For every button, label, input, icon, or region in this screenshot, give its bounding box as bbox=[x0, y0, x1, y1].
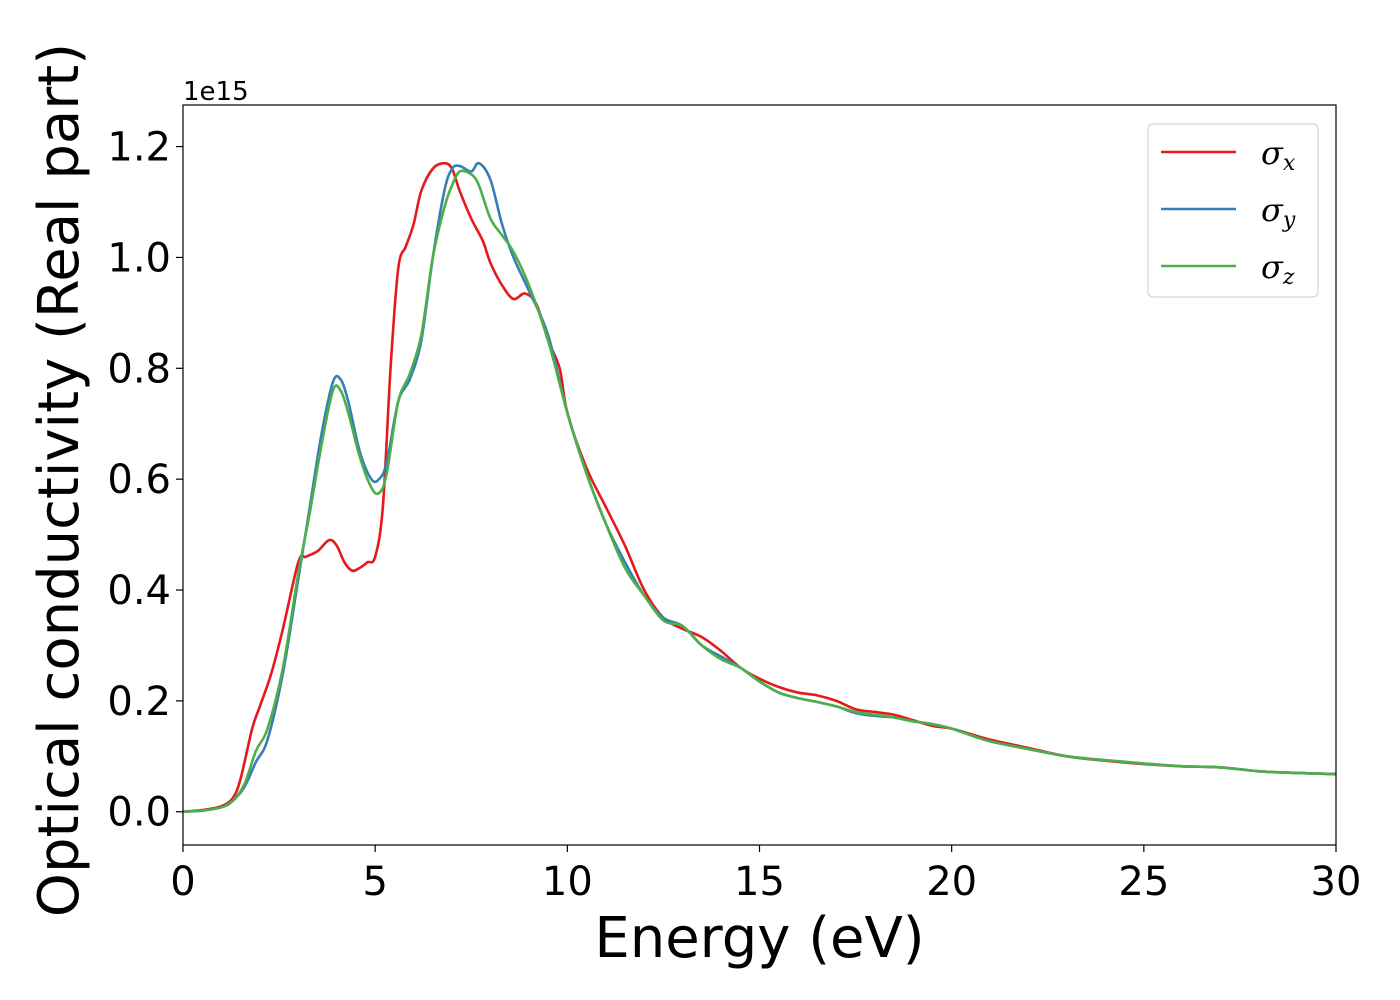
x-tick-label: 30 bbox=[1311, 859, 1362, 905]
x-axis-title: Energy (eV) bbox=[594, 906, 924, 971]
legend-label-z: σz bbox=[1261, 248, 1295, 290]
x-tick-label: 10 bbox=[542, 859, 593, 905]
y-tick-label: 0.4 bbox=[107, 568, 171, 614]
x-axis-ticks: 0 5 10 15 20 25 30 bbox=[170, 845, 1361, 905]
legend-label-x: σx bbox=[1261, 134, 1296, 176]
legend-label-y: σy bbox=[1261, 191, 1296, 233]
x-tick-label: 15 bbox=[734, 859, 785, 905]
plot-area bbox=[183, 161, 1336, 814]
series-line-z bbox=[183, 169, 1336, 814]
y-tick-label: 0.0 bbox=[107, 790, 171, 836]
y-tick-label: 1.2 bbox=[107, 125, 171, 171]
y-axis-ticks: 0.0 0.2 0.4 0.6 0.8 1.0 1.2 bbox=[107, 125, 183, 836]
y-tick-label: 0.6 bbox=[107, 457, 171, 503]
legend-box bbox=[1147, 123, 1319, 298]
plot-frame bbox=[182, 104, 1337, 846]
y-tick-label: 0.2 bbox=[107, 679, 171, 725]
x-tick-label: 25 bbox=[1118, 859, 1169, 905]
y-tick-label: 0.8 bbox=[107, 346, 171, 392]
x-tick-label: 0 bbox=[170, 859, 195, 905]
series-line-x bbox=[183, 161, 1336, 814]
y-tick-label: 1.0 bbox=[107, 235, 171, 281]
x-tick-label: 20 bbox=[926, 859, 977, 905]
y-axis-title: Optical conductivity (Real part) bbox=[27, 43, 92, 917]
y-axis-offset-label: 1e15 bbox=[183, 77, 249, 107]
x-tick-label: 5 bbox=[362, 859, 387, 905]
legend: σx σy σz bbox=[1147, 123, 1319, 298]
